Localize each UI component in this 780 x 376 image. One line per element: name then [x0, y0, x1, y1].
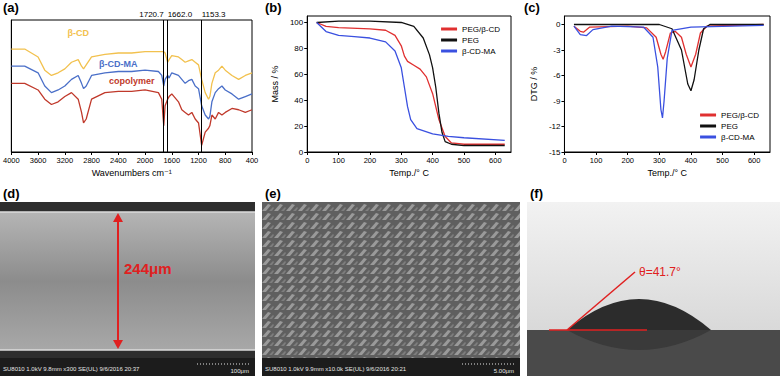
svg-text:1662.0: 1662.0: [168, 10, 193, 19]
svg-text:2000: 2000: [137, 156, 154, 165]
svg-text:200: 200: [364, 156, 377, 165]
svg-text:Temp./° C: Temp./° C: [389, 168, 429, 178]
svg-text:40: 40: [294, 96, 303, 105]
svg-text:-12: -12: [549, 122, 561, 131]
svg-text:Temp./° C: Temp./° C: [647, 168, 687, 178]
svg-text:3200: 3200: [56, 156, 73, 165]
svg-text:SU8010 1.0kV 9.8mm x300 SE(UL): SU8010 1.0kV 9.8mm x300 SE(UL) 9/6/2016 …: [3, 366, 140, 372]
svg-text:1600: 1600: [163, 156, 180, 165]
svg-text:5.00μm: 5.00μm: [494, 368, 514, 374]
svg-text:-15: -15: [549, 148, 561, 157]
svg-text:0: 0: [305, 156, 309, 165]
svg-text:PEG: PEG: [462, 36, 479, 45]
svg-text:300: 300: [395, 156, 408, 165]
svg-text:80: 80: [294, 44, 303, 53]
svg-text:1200: 1200: [190, 156, 207, 165]
svg-text:β-CD: β-CD: [67, 28, 89, 38]
svg-text:copolymer: copolymer: [109, 76, 155, 86]
svg-text:-9: -9: [553, 97, 561, 106]
svg-text:244μm: 244μm: [124, 260, 172, 277]
svg-text:β-CD-MA: β-CD-MA: [99, 59, 138, 69]
svg-text:0: 0: [299, 148, 304, 157]
svg-text:PEG/β-CD: PEG/β-CD: [462, 25, 500, 34]
svg-text:PEG: PEG: [721, 122, 738, 131]
svg-text:20: 20: [294, 122, 303, 131]
svg-text:600: 600: [748, 156, 761, 165]
svg-text:600: 600: [489, 156, 502, 165]
svg-text:1153.3: 1153.3: [202, 10, 226, 19]
svg-text:θ=41.7°: θ=41.7°: [639, 265, 681, 279]
html-text:(a): (a): [3, 0, 19, 15]
svg-text:1720.7: 1720.7: [139, 10, 164, 19]
svg-text:100μm: 100μm: [231, 368, 249, 374]
svg-text:SU8010 1.0kV 9.9mm x10.0k SE(U: SU8010 1.0kV 9.9mm x10.0k SE(UL) 9/6/201…: [265, 366, 407, 372]
svg-text:DTG / %: DTG / %: [529, 67, 539, 102]
html-text:(f): (f): [530, 186, 543, 201]
html-text:(e): (e): [265, 186, 281, 201]
svg-text:-3: -3: [553, 46, 561, 55]
html-text:(c): (c): [524, 0, 540, 15]
svg-text:400: 400: [426, 156, 439, 165]
svg-text:400: 400: [246, 156, 259, 165]
svg-text:300: 300: [653, 156, 666, 165]
html-text:(d): (d): [3, 186, 20, 201]
svg-text:200: 200: [621, 156, 634, 165]
svg-text:100: 100: [290, 18, 304, 27]
svg-text:800: 800: [219, 156, 232, 165]
svg-text:Wavenumbers cm⁻¹: Wavenumbers cm⁻¹: [92, 168, 172, 178]
svg-text:3600: 3600: [30, 156, 47, 165]
svg-text:100: 100: [332, 156, 345, 165]
svg-text:0: 0: [562, 156, 566, 165]
svg-text:β-CD-MA: β-CD-MA: [721, 133, 755, 142]
svg-text:β-CD-MA: β-CD-MA: [462, 47, 496, 56]
svg-text:0: 0: [556, 20, 561, 29]
svg-text:PEG/β-CD: PEG/β-CD: [721, 111, 759, 120]
svg-text:4000: 4000: [3, 156, 20, 165]
svg-text:500: 500: [716, 156, 729, 165]
svg-text:400: 400: [685, 156, 698, 165]
svg-text:100: 100: [590, 156, 603, 165]
svg-text:2400: 2400: [110, 156, 127, 165]
svg-text:-6: -6: [553, 71, 561, 80]
svg-text:Mass / %: Mass / %: [270, 65, 280, 102]
svg-text:500: 500: [458, 156, 471, 165]
svg-text:2800: 2800: [83, 156, 100, 165]
svg-text:60: 60: [294, 70, 303, 79]
html-text:(b): (b): [265, 0, 282, 15]
